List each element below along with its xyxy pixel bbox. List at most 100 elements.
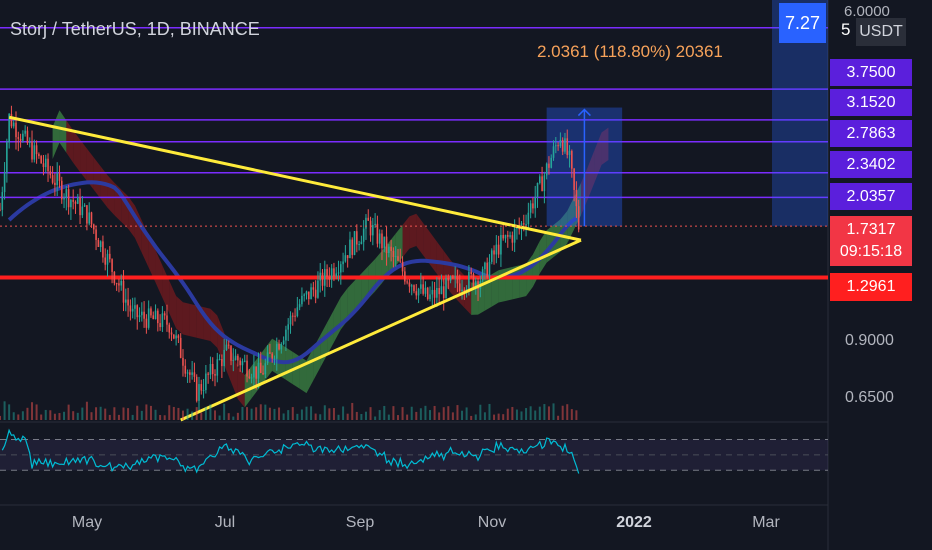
- candle-body: [472, 274, 475, 288]
- candle-body: [145, 318, 148, 328]
- volume-bar: [552, 403, 555, 420]
- ichimoku-cloud-segment: [134, 205, 142, 253]
- candle-body: [333, 268, 335, 277]
- volume-bar: [26, 407, 29, 420]
- candle-body: [399, 260, 402, 262]
- volume-bar: [209, 404, 212, 420]
- volume-bar: [181, 410, 184, 420]
- candle-body: [65, 189, 68, 199]
- candle-body: [349, 239, 351, 259]
- candle-body: [51, 175, 54, 183]
- candle-body: [264, 363, 267, 375]
- ichimoku-cloud-segment: [416, 213, 424, 256]
- candle-body: [484, 262, 486, 270]
- candle-body: [205, 373, 207, 391]
- candle-body: [344, 255, 347, 262]
- ichimoku-cloud-segment: [594, 132, 602, 182]
- volume-bar: [337, 414, 340, 420]
- ichimoku-cloud-segment: [231, 349, 238, 400]
- ichimoku-cloud-segment: [217, 315, 225, 365]
- volume-bar: [259, 404, 262, 420]
- ichimoku-cloud-segment: [182, 302, 190, 337]
- candle-body: [113, 271, 116, 284]
- volume-bar: [264, 404, 267, 420]
- candle-body: [81, 206, 84, 216]
- volume-bar: [424, 405, 427, 420]
- candle-body: [365, 217, 367, 229]
- ichimoku-cloud-segment: [587, 149, 595, 200]
- ichimoku-cloud-segment: [244, 365, 252, 408]
- candle-body: [481, 269, 484, 281]
- candle-body: [429, 294, 431, 300]
- ichimoku-cloud-segment: [93, 157, 101, 199]
- candle-body: [557, 145, 559, 147]
- volume-bar: [163, 415, 166, 420]
- volume-bar: [113, 407, 116, 420]
- volume-bar: [63, 411, 66, 420]
- volume-bar: [136, 405, 139, 420]
- candle-body: [534, 197, 537, 209]
- volume-bar: [172, 406, 175, 420]
- candle-body: [166, 315, 168, 325]
- candle-body: [326, 269, 328, 277]
- ichimoku-cloud-segment: [155, 250, 163, 298]
- ichimoku-cloud-segment: [73, 130, 81, 172]
- ichimoku-cloud-segment: [176, 296, 183, 335]
- candle-body: [340, 264, 342, 273]
- candle-body: [301, 295, 303, 305]
- volume-bar: [250, 408, 253, 420]
- ichimoku-cloud-segment: [402, 216, 410, 258]
- candle-body: [571, 150, 573, 169]
- candle-body: [147, 308, 150, 328]
- ichimoku-cloud-segment: [169, 280, 177, 329]
- currency-button[interactable]: USDT: [856, 18, 906, 46]
- volume-bar: [332, 408, 335, 420]
- volume-bar: [456, 405, 459, 420]
- candle-body: [424, 287, 427, 294]
- candle-body: [211, 363, 214, 375]
- candle-body: [239, 360, 241, 366]
- candle-body: [330, 268, 333, 280]
- volume-bar: [461, 410, 464, 420]
- candle-body: [442, 286, 445, 299]
- candle-body: [470, 271, 472, 275]
- symbol-title[interactable]: Storj / TetherUS, 1D, BINANCE: [10, 19, 260, 39]
- volume-bar: [149, 405, 152, 420]
- candle-body: [259, 362, 262, 373]
- candle-body: [221, 359, 223, 367]
- candle-body: [99, 241, 102, 247]
- ichimoku-cloud-segment: [107, 175, 115, 216]
- candle-body: [445, 277, 447, 299]
- candle-body: [86, 205, 88, 224]
- candle-body: [202, 390, 205, 392]
- volume-bar: [104, 408, 107, 420]
- candle-body: [179, 337, 182, 358]
- candle-body: [67, 189, 70, 208]
- volume-bar: [241, 406, 244, 420]
- candle-body: [486, 262, 488, 278]
- candle-body: [289, 315, 292, 325]
- candle-body: [388, 246, 390, 254]
- volume-bar: [543, 404, 546, 420]
- candle-body: [195, 376, 198, 401]
- volume-bar: [300, 409, 303, 420]
- volume-bar: [520, 411, 523, 420]
- volume-bar: [479, 404, 482, 420]
- candle-body: [495, 244, 498, 255]
- candle-body: [577, 206, 580, 230]
- candle-body: [138, 315, 141, 318]
- volume-bar: [236, 412, 239, 420]
- candle-body: [420, 284, 422, 289]
- volume-bar: [465, 407, 468, 420]
- volume-bar: [575, 410, 578, 420]
- volume-bar: [497, 413, 500, 420]
- top-price-badge: 7.27: [779, 3, 826, 43]
- volume-bar: [227, 413, 230, 420]
- volume-bar: [557, 415, 560, 420]
- volume-bar: [525, 408, 528, 420]
- candle-body: [372, 225, 374, 236]
- volume-bar: [506, 408, 509, 420]
- volume-bar: [31, 402, 34, 420]
- volume-bar: [191, 411, 194, 420]
